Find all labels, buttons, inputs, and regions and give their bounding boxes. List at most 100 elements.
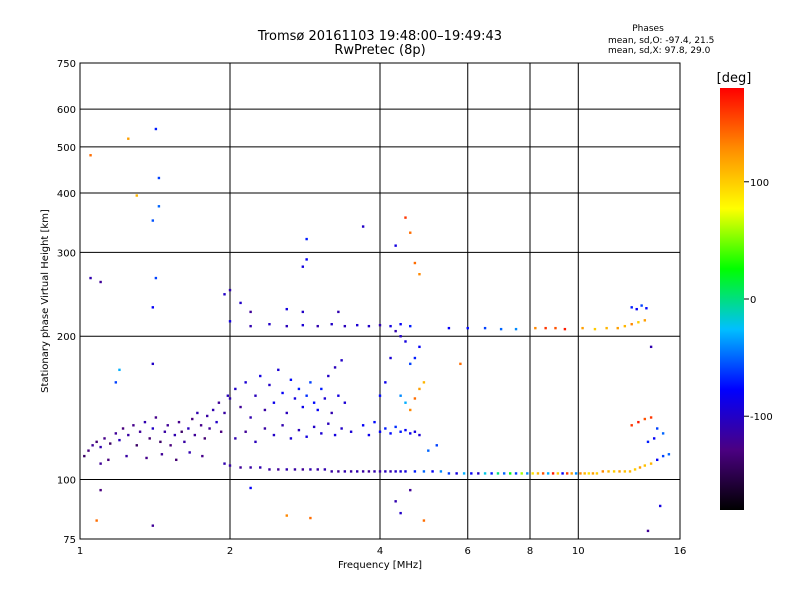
data-point [389, 432, 392, 435]
data-point [413, 470, 417, 473]
data-point [118, 368, 121, 372]
data-point [349, 430, 353, 433]
data-point [658, 504, 662, 508]
data-point [330, 470, 333, 473]
y-tick-label: 200 [57, 332, 76, 343]
data-point [259, 374, 262, 378]
data-point [605, 326, 608, 330]
data-point [180, 430, 183, 433]
data-point [268, 383, 271, 387]
data-point [587, 472, 591, 475]
data-point [514, 472, 518, 475]
data-point [544, 326, 547, 330]
data-point [268, 468, 271, 471]
data-point [490, 472, 493, 475]
data-point [151, 524, 155, 527]
data-point [223, 411, 226, 415]
data-point [496, 472, 500, 475]
data-point [226, 394, 230, 397]
data-point [404, 340, 407, 343]
data-point [312, 401, 316, 404]
data-point [384, 381, 387, 384]
data-point [667, 453, 671, 456]
data-point [378, 430, 382, 433]
data-point [340, 359, 343, 362]
data-point [399, 322, 402, 326]
data-point [554, 326, 557, 330]
data-point [633, 468, 637, 471]
data-point [378, 394, 382, 397]
data-point [655, 458, 659, 462]
x-tick-label: 2 [227, 546, 233, 557]
data-point [228, 288, 232, 292]
data-point [591, 472, 595, 475]
data-point [239, 301, 242, 305]
data-point [409, 432, 412, 435]
data-point [327, 422, 330, 425]
data-point [616, 326, 619, 330]
data-point [201, 454, 204, 458]
y-tick-label: 500 [57, 143, 76, 154]
data-point [330, 322, 333, 326]
data-point [394, 329, 397, 333]
data-point [249, 486, 252, 490]
data-point [99, 280, 102, 284]
data-point [157, 205, 161, 208]
data-point [249, 466, 252, 469]
data-point [534, 326, 537, 330]
data-point [551, 472, 555, 475]
data-point [483, 326, 487, 330]
data-point [301, 265, 305, 268]
data-point [630, 322, 633, 326]
data-point [333, 433, 337, 437]
data-point [163, 430, 167, 433]
data-point [175, 458, 178, 462]
data-point [305, 394, 308, 397]
data-point [422, 519, 426, 522]
data-point [373, 420, 376, 424]
data-point [132, 424, 135, 427]
data-point [320, 432, 323, 435]
data-point [87, 449, 90, 452]
data-point [378, 470, 382, 473]
data-point [99, 488, 102, 492]
data-point [394, 470, 397, 473]
y-axis-label: Stationary phase Virtual Height [km] [40, 209, 51, 393]
data-point [413, 397, 417, 400]
data-point [514, 327, 518, 331]
data-point [219, 430, 223, 433]
data-point [159, 440, 162, 444]
data-point [399, 394, 402, 397]
data-point [327, 374, 330, 378]
data-point [643, 464, 647, 467]
data-point [183, 440, 186, 444]
data-point [640, 304, 643, 307]
data-point [244, 430, 247, 433]
data-point [281, 391, 284, 395]
data-point [217, 401, 221, 404]
data-point [312, 425, 316, 429]
data-point [293, 397, 297, 400]
stats-x: mean, sd,X: 97.8, 29.0 [608, 46, 711, 56]
data-point [583, 472, 586, 475]
data-point [199, 424, 203, 427]
data-point [228, 397, 232, 400]
data-point [316, 468, 319, 471]
data-point [431, 470, 434, 473]
data-point [645, 307, 648, 310]
data-point [649, 345, 653, 349]
data-point [607, 470, 610, 473]
data-point [309, 516, 312, 520]
data-point [135, 444, 138, 447]
y-tick-label: 100 [57, 476, 76, 487]
data-point [546, 472, 550, 475]
data-point [399, 470, 402, 473]
data-point [630, 424, 633, 427]
data-point [95, 519, 98, 522]
data-point [272, 401, 276, 404]
data-point [384, 427, 387, 430]
data-point [285, 307, 288, 311]
data-point [655, 427, 659, 430]
data-point [404, 401, 407, 404]
data-point [343, 401, 347, 404]
